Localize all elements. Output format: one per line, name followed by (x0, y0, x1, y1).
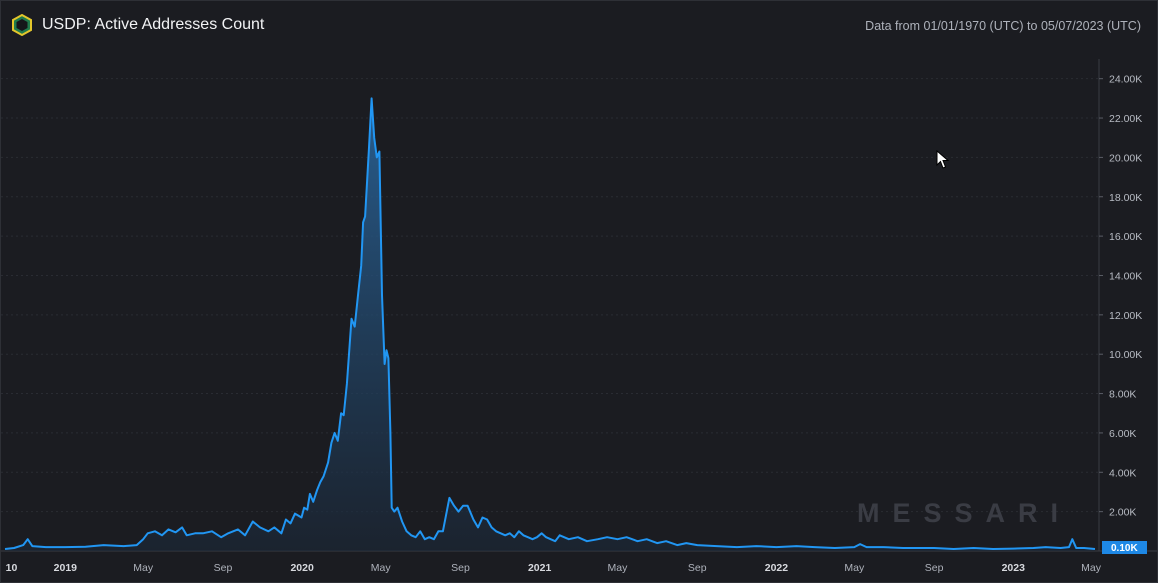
current-value-badge-bg (1102, 541, 1147, 554)
x-tick-label: Sep (214, 562, 233, 574)
y-tick-label: 22.00K (1109, 113, 1142, 125)
x-tick-label: 2019 (54, 562, 78, 574)
x-tick-label: Sep (451, 562, 470, 574)
current-value-badge: 0.10K (1102, 541, 1147, 554)
x-tick-label: Sep (688, 562, 707, 574)
chart-plot-area[interactable]: 2.00K 4.00K 6.00K 8.00K 10.00K 12.00K 14.00K 16… (1, 51, 1157, 582)
series-area (5, 98, 1095, 552)
messari-logo-icon (12, 14, 32, 36)
y-tick-label: 2.00K (1109, 507, 1136, 519)
y-tick-label: 10.00K (1109, 349, 1142, 361)
y-tick-label: 18.00K (1109, 192, 1142, 204)
y-tick-label: 4.00K (1109, 467, 1136, 479)
x-tick-label: Sep (925, 562, 944, 574)
grid-lines (1, 78, 1099, 513)
x-tick-label: 2021 (528, 562, 552, 574)
current-value-label: 0.10K (1111, 543, 1138, 554)
x-tick-label: 10 (6, 562, 18, 574)
x-tick-label: May (371, 562, 392, 574)
chart-header: USDP: Active Addresses Count Data from 0… (1, 1, 1157, 51)
x-tick-label: 2022 (765, 562, 789, 574)
y-axis-ticks: 2.00K 4.00K 6.00K 8.00K 10.00K 12.00K 14.00K 16… (1099, 74, 1142, 519)
x-tick-label: 2023 (1002, 562, 1026, 574)
y-tick-label: 6.00K (1109, 428, 1136, 440)
y-tick-label: 8.00K (1109, 389, 1136, 401)
x-axis-ticks: 10 2019 May Sep 2020 May Sep 2021 May Sep 2022 May S… (6, 562, 1102, 574)
date-range-label: Data from 01/01/1970 (UTC) to 05/07/2023… (865, 19, 1141, 33)
x-tick-label: 2020 (290, 562, 314, 574)
mouse-cursor-icon (936, 150, 950, 169)
y-tick-label: 24.00K (1109, 74, 1142, 86)
y-tick-label: 20.00K (1109, 152, 1142, 164)
x-tick-label: May (1081, 562, 1102, 574)
chart-title: USDP: Active Addresses Count (42, 16, 265, 33)
x-tick-label: May (133, 562, 154, 574)
x-tick-label: May (608, 562, 629, 574)
messari-watermark: MESSARI (857, 498, 1072, 528)
series-line[interactable] (4, 97, 1096, 550)
y-tick-label: 16.00K (1109, 231, 1142, 243)
y-tick-label: 14.00K (1109, 270, 1142, 282)
x-tick-label: May (844, 562, 865, 574)
y-tick-label: 12.00K (1109, 310, 1142, 322)
